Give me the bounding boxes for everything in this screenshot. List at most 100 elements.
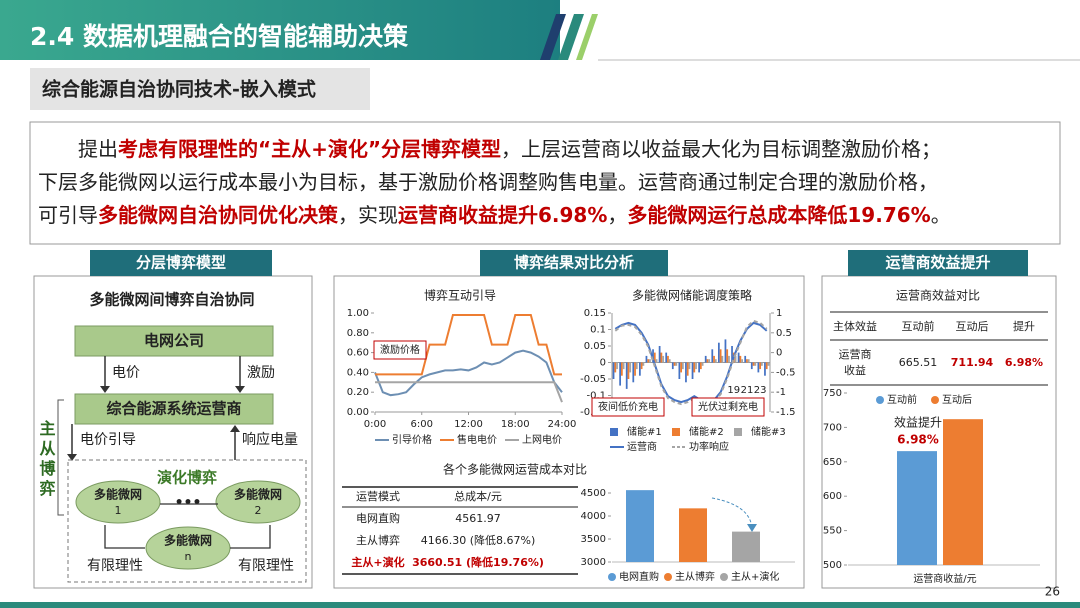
bar — [688, 362, 691, 370]
summary-line: 提出考虑有限理性的“主从+演化”分层博弈模型，上层运营商以收益最大化为目标调整激… — [78, 137, 941, 161]
bar — [614, 362, 617, 373]
bar — [714, 359, 717, 363]
x-axis-label: 运营商收益/元 — [913, 572, 976, 585]
microgrid-index: 1 — [115, 504, 122, 517]
summary: 提出考虑有限理性的“主从+演化”分层博弈模型，上层运营商以收益最大化为目标调整激… — [38, 137, 951, 227]
bar — [759, 362, 762, 370]
node-label: 综合能源系统运营商 — [106, 400, 241, 418]
bar — [620, 362, 623, 376]
header-bar — [0, 0, 560, 60]
bar — [701, 362, 704, 366]
bar — [706, 359, 709, 363]
microgrid-index: n — [185, 550, 192, 563]
bar — [665, 352, 668, 363]
bar — [752, 362, 755, 366]
annotation: 效益提升 — [894, 415, 942, 430]
bar — [764, 362, 766, 376]
table-cell: 4561.97 — [455, 512, 501, 525]
bar — [943, 419, 983, 565]
bar — [732, 531, 760, 562]
bar — [744, 355, 747, 363]
section-box — [30, 68, 370, 110]
bar — [640, 362, 643, 370]
y-tick-label: -1.5 — [776, 407, 796, 418]
page-number: 26 — [1045, 585, 1060, 599]
bar — [767, 362, 770, 366]
bar — [658, 346, 661, 363]
node — [74, 325, 274, 357]
bar — [622, 362, 625, 370]
annotation: 6.98% — [897, 433, 939, 447]
microgrid-label: 多能微网 — [234, 487, 282, 502]
table-header: 提升 — [1013, 320, 1035, 333]
y-tick-label: 0.40 — [347, 367, 369, 378]
annotation: 激励价格 — [380, 343, 420, 356]
bar — [645, 355, 648, 363]
table-cell: 4166.30 (降低8.67%) — [421, 533, 536, 547]
series-line — [374, 349, 563, 397]
bar — [761, 362, 763, 366]
summary-run: 多能微网运行总成本降低19.76% — [627, 203, 930, 227]
y-tick-label: 0.80 — [347, 328, 369, 339]
bar — [721, 355, 724, 363]
table-cell: 665.51 — [899, 356, 938, 369]
table-header: 总成本/元 — [454, 489, 502, 503]
y-tick-label: 0.20 — [347, 387, 369, 398]
bar — [625, 362, 628, 389]
node — [74, 393, 274, 425]
bar — [737, 352, 740, 363]
bar — [728, 355, 730, 363]
y-tick-label: 0 — [600, 358, 606, 369]
header-title: 2.4 数据机理融合的智能辅助决策 — [30, 22, 409, 51]
bar — [655, 359, 658, 363]
table-cell: 3660.51 (降低19.76%) — [412, 555, 544, 569]
bar — [754, 362, 757, 366]
bar — [634, 362, 636, 376]
microgrid-label: 多能微网 — [94, 487, 142, 502]
diagram: 多能微网间博弈自治协同 电网公司 电价 激励 综合能源系统运营商 电价引导 响应… — [37, 291, 307, 583]
bar — [704, 355, 707, 363]
panel-tab — [480, 250, 668, 276]
bar — [649, 359, 651, 363]
section-title: 综合能源自治协同技术-嵌入模式 — [42, 78, 316, 101]
bar — [741, 359, 744, 363]
summary-run: ，上层运营商以收益最大化为目标调整激励价格； — [501, 137, 941, 161]
series-line — [375, 313, 562, 376]
legend-label: 运营商 — [627, 440, 657, 453]
bar — [711, 349, 714, 363]
y-tick-label: -1 — [776, 387, 786, 398]
bar — [719, 349, 722, 363]
bar — [638, 362, 641, 376]
panel-title: 运营商效益提升 — [885, 254, 990, 272]
y-tick-label: 0.15 — [584, 308, 606, 319]
panel-title: 分层博弈模型 — [136, 254, 226, 272]
bar — [678, 362, 681, 379]
y-tick-label: -0.1 — [586, 391, 606, 402]
bar — [647, 359, 650, 363]
link-label: 电价 — [112, 365, 140, 381]
y-tick-label: 3000 — [581, 557, 606, 568]
bar — [671, 362, 674, 370]
bar — [695, 362, 697, 370]
x-tick-label: 6:00 — [411, 419, 433, 430]
stripe — [540, 14, 566, 60]
annotation-box — [691, 397, 765, 417]
summary-run: 考虑有限理性的“主从+演化”分层博弈模型 — [118, 137, 501, 161]
connector — [104, 503, 271, 549]
table-cell: 主从博弈 — [356, 533, 400, 547]
panel-tab — [848, 250, 1028, 276]
chart-title: 博弈互动引导 — [424, 288, 496, 303]
legend-label: 主从博弈 — [675, 570, 715, 583]
legend-label: 电网直购 — [619, 570, 659, 583]
summary-run: 提出 — [78, 137, 118, 161]
bar — [660, 352, 663, 363]
legend-swatch — [610, 428, 618, 436]
y-tick-label: 550 — [823, 526, 842, 537]
bar — [616, 362, 618, 370]
row-label: 收益 — [844, 363, 866, 377]
bar — [685, 362, 687, 383]
diagram-title: 多能微网间博弈自治协同 — [89, 291, 254, 309]
panel-tab — [90, 250, 272, 276]
arrowhead — [67, 454, 77, 461]
